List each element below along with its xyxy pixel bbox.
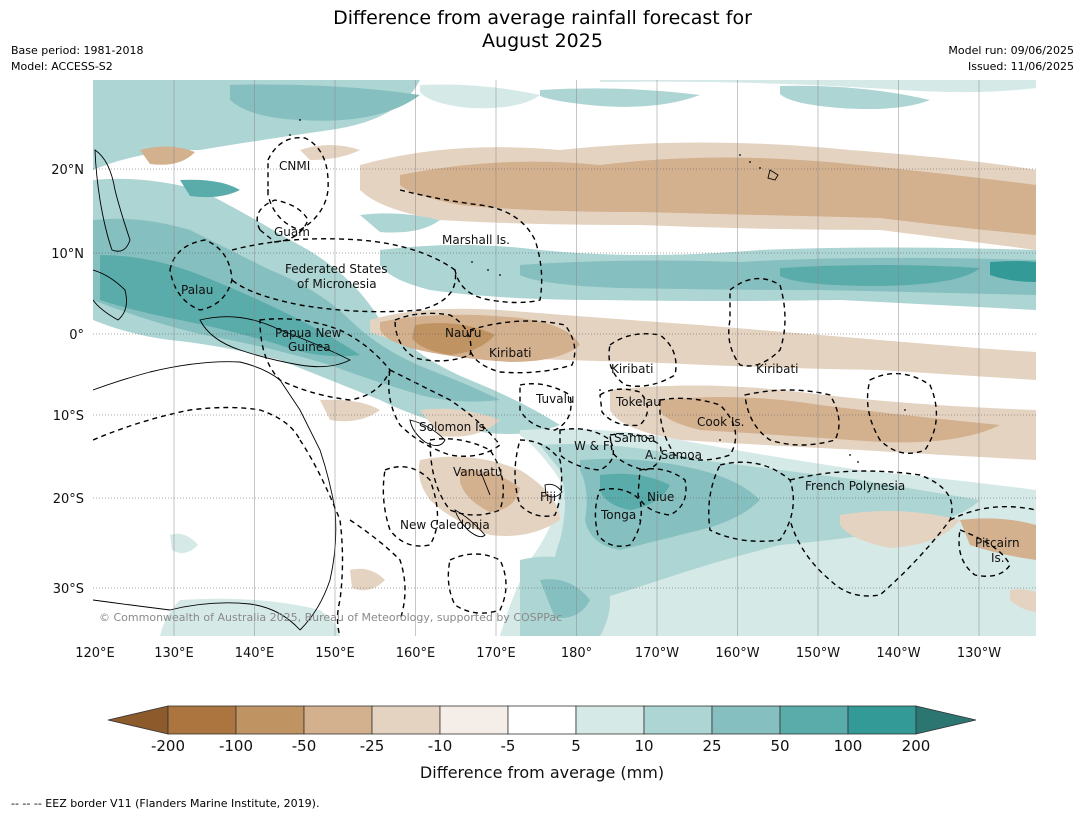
eez-footnote: -- -- -- EEZ border V11 (Flanders Marine… — [11, 797, 320, 810]
colorbar-title: Difference from average (mm) — [420, 763, 664, 782]
colorbar-tick-label: 25 — [702, 737, 721, 755]
label-wallis-futuna: W & F — [574, 439, 610, 453]
lon-tick: 140°W — [876, 646, 920, 661]
colorbar-segment — [507, 705, 577, 735]
model-name: Model: ACCESS-S2 — [11, 60, 113, 73]
lon-tick: 170°E — [476, 646, 516, 661]
colorbar-tick-label: 200 — [902, 737, 931, 755]
lon-tick: 130°W — [957, 646, 1001, 661]
colorbar-tick-label: -200 — [151, 737, 185, 755]
label-png-line1: Papua New — [275, 326, 342, 340]
label-solomon-islands: Solomon Is. — [419, 420, 489, 434]
label-new-caledonia: New Caledonia — [400, 518, 490, 532]
colorbar-segment — [167, 705, 237, 735]
label-nauru: Nauru — [445, 326, 481, 340]
label-kiribati-west: Kiribati — [489, 346, 531, 360]
lon-tick: 140°E — [235, 646, 275, 661]
colorbar-tick-label: -50 — [292, 737, 317, 755]
label-tuvalu: Tuvalu — [535, 392, 575, 406]
lon-tick: 160°E — [396, 646, 436, 661]
colorbar-segment — [643, 705, 713, 735]
colorbar-segment — [371, 705, 441, 735]
label-png-line2: Guinea — [288, 340, 331, 354]
label-kiribati-east: Kiribati — [756, 362, 798, 376]
label-fsm-line2: of Micronesia — [297, 277, 377, 291]
issued-date: Issued: 11/06/2025 — [967, 60, 1074, 73]
label-palau: Palau — [181, 283, 213, 297]
colorbar-tick-label: -10 — [428, 737, 453, 755]
colorbar-segment — [303, 705, 373, 735]
colorbar-segment — [235, 705, 305, 735]
colorbar-segment — [779, 705, 849, 735]
colorbar — [107, 705, 977, 735]
lat-tick: 10°S — [53, 409, 84, 424]
label-guam: Guam — [274, 225, 310, 239]
colorbar-segment — [847, 705, 917, 735]
label-tokelau: Tokelau — [615, 395, 661, 409]
label-cook-islands: Cook Is. — [697, 415, 744, 429]
title-line-2: August 2025 — [482, 30, 603, 52]
label-marshall-islands: Marshall Is. — [442, 233, 510, 247]
title-line-1: Difference from average rainfall forecas… — [333, 7, 752, 29]
colorbar-tick-label: 10 — [634, 737, 653, 755]
colorbar-tick-label: -100 — [219, 737, 253, 755]
lon-tick: 180° — [561, 646, 592, 661]
colorbar-tick-label: 5 — [571, 737, 581, 755]
label-vanuatu: Vanuatu — [453, 465, 503, 479]
colorbar-segment — [575, 705, 645, 735]
colorbar-segment — [711, 705, 781, 735]
colorbar-extend-low — [107, 705, 169, 735]
copyright-notice: © Commonwealth of Australia 2025, Bureau… — [99, 611, 562, 624]
colorbar-tick-label: 100 — [834, 737, 863, 755]
lon-tick: 120°E — [75, 646, 115, 661]
model-run: Model run: 09/06/2025 — [948, 44, 1074, 57]
label-fsm-line1: Federated States — [285, 262, 387, 276]
label-american-samoa: A. Samoa — [645, 448, 702, 462]
place-labels: CNMI Guam Marshall Is. Federated States … — [181, 159, 1020, 565]
colorbar-ticks: -200 -100 -50 -25 -10 -5 5 10 25 50 100 200 — [151, 737, 930, 755]
lat-tick: 20°N — [51, 163, 84, 178]
meta-left: Base period: 1981-2018 Model: ACCESS-S2 — [11, 43, 143, 75]
lon-tick: 130°E — [154, 646, 194, 661]
lon-tick: 150°E — [315, 646, 355, 661]
colorbar-tick-label: 50 — [770, 737, 789, 755]
lat-tick: 0° — [69, 328, 84, 343]
lat-tick: 20°S — [53, 492, 84, 507]
label-niue: Niue — [647, 490, 674, 504]
label-french-polynesia: French Polynesia — [805, 479, 905, 493]
longitude-axis: 120°E 130°E 140°E 150°E 160°E 170°E 180°… — [75, 646, 1001, 661]
label-pitcairn-line2: Is. — [991, 551, 1005, 565]
label-tonga: Tonga — [600, 508, 636, 522]
colorbar-tick-label: -25 — [360, 737, 385, 755]
label-fiji: Fiji — [540, 490, 556, 504]
label-pitcairn-line1: Pitcairn — [975, 536, 1020, 550]
lat-tick: 30°S — [53, 582, 84, 597]
colorbar-tick-label: -5 — [501, 737, 516, 755]
label-cnmi: CNMI — [279, 159, 310, 173]
colorbar-segment — [439, 705, 509, 735]
meta-right: Model run: 09/06/2025 Issued: 11/06/2025 — [948, 43, 1074, 75]
label-kiribati-central: Kiribati — [611, 362, 653, 376]
lon-tick: 170°W — [635, 646, 679, 661]
colorbar-extend-high — [915, 705, 977, 735]
lat-tick: 10°N — [51, 247, 84, 262]
latitude-axis: 20°N 10°N 0° 10°S 20°S 30°S — [51, 163, 84, 597]
map-area: © Commonwealth of Australia 2025, Bureau… — [93, 80, 1036, 636]
lon-tick: 160°W — [715, 646, 759, 661]
base-period: Base period: 1981-2018 — [11, 44, 144, 57]
label-samoa: Samoa — [614, 431, 655, 445]
lon-tick: 150°W — [796, 646, 840, 661]
map-title: Difference from average rainfall forecas… — [0, 7, 1085, 53]
